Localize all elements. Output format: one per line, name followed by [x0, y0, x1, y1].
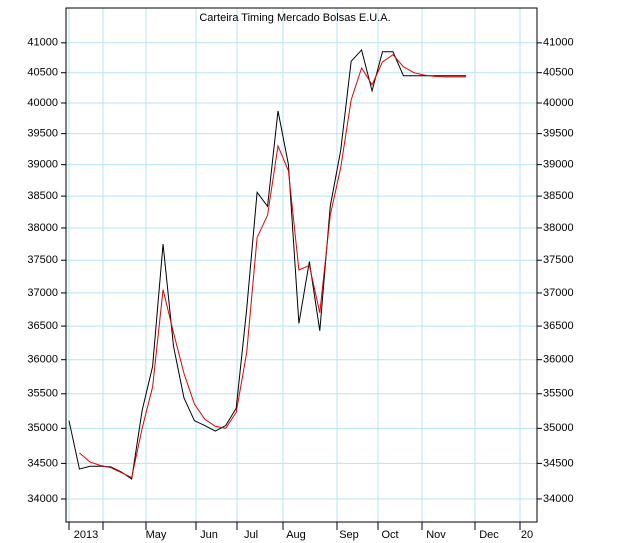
x-tick-label: Dec	[479, 529, 499, 541]
x-tick-label: Jul	[244, 529, 258, 541]
x-tick-label: Oct	[381, 529, 398, 541]
y2-tick-label: 38500	[543, 190, 574, 202]
y2-tick-label: 39500	[543, 128, 574, 140]
x-tick-label: Sep	[339, 529, 359, 541]
x-tick-label: Jun	[200, 529, 218, 541]
y-tick-label: 41000	[27, 37, 58, 49]
y2-tick-label: 36500	[543, 320, 574, 332]
data-line	[68, 48, 467, 480]
y-tick-label: 37000	[27, 287, 58, 299]
x-tick-label: 20	[521, 529, 533, 541]
chart-layer	[66, 8, 537, 530]
y2-tick-label: 37500	[543, 254, 574, 266]
y-tick-label: 38000	[27, 222, 58, 234]
y-tick-label: 36000	[27, 354, 58, 366]
x-tick-label: 2013	[74, 529, 98, 541]
x-tick-label: Aug	[286, 529, 306, 541]
y2-tick-label: 41000	[543, 37, 574, 49]
x-tick-label: May	[146, 529, 167, 541]
y-tick-label: 35500	[27, 388, 58, 400]
y-tick-label: 39500	[27, 128, 58, 140]
y-tick-label: 35000	[27, 422, 58, 434]
y2-tick-label: 39000	[543, 159, 574, 171]
y-tick-label: 37500	[27, 254, 58, 266]
y-tick-label: 40500	[27, 67, 58, 79]
y2-tick-label: 38000	[543, 222, 574, 234]
chart-title: Carteira Timing Mercado Bolsas E.U.A.	[199, 12, 390, 24]
y-tick-label: 34500	[27, 457, 58, 469]
y2-tick-label: 35000	[543, 422, 574, 434]
plot-area	[66, 8, 537, 522]
data-line	[79, 54, 467, 479]
y-tick-label: 39000	[27, 159, 58, 171]
y2-tick-label: 34500	[543, 457, 574, 469]
y2-tick-label: 36000	[543, 354, 574, 366]
x-tick-label: Nov	[426, 529, 446, 541]
y2-tick-label: 34000	[543, 493, 574, 505]
plot-frame	[65, 7, 538, 523]
y2-tick-label: 40500	[543, 67, 574, 79]
y2-tick-label: 35500	[543, 388, 574, 400]
y-tick-label: 40000	[27, 97, 58, 109]
y-tick-label: 38500	[27, 190, 58, 202]
y2-tick-label: 40000	[543, 97, 574, 109]
y-tick-label: 34000	[27, 493, 58, 505]
y2-tick-label: 37000	[543, 287, 574, 299]
y-tick-label: 36500	[27, 320, 58, 332]
